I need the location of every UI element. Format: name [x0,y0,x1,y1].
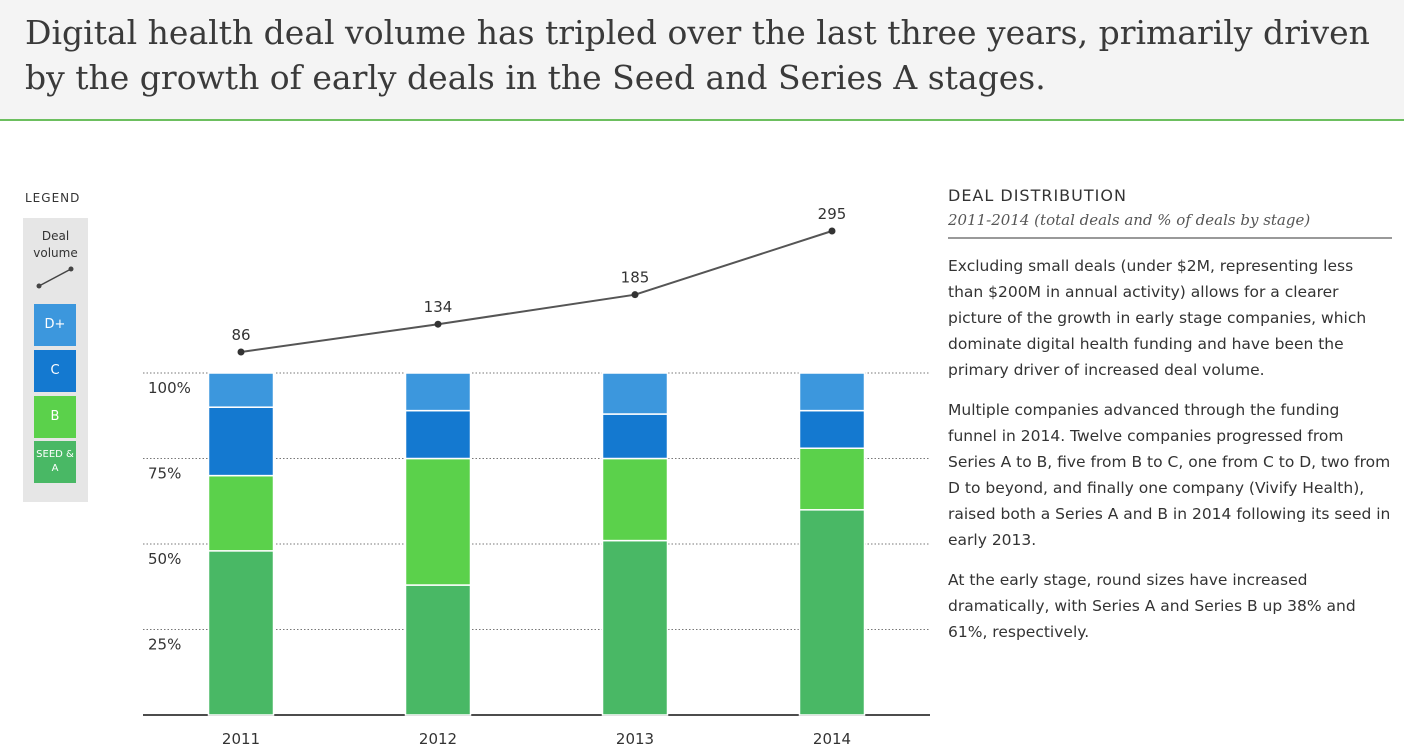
legend-swatch: B [34,396,76,438]
bar-segment [798,409,866,449]
y-tick-label: 100% [148,379,191,397]
legend-dot [36,283,42,289]
y-tick-label: 75% [148,465,181,483]
x-tick-label: 2011 [222,730,260,748]
bar-segment [798,447,866,511]
bar-segment [601,413,669,460]
x-tick-label: 2013 [616,730,654,748]
deal-volume-point [828,227,836,235]
deal-volume-point [434,320,442,328]
legend-swatch: C [34,350,76,392]
bar-segment [404,584,472,716]
bar-segment [404,409,472,460]
deal-volume-label: 86 [231,326,250,344]
bar-segment [404,457,472,586]
deal-volume-label: 295 [818,205,847,223]
panel-paragraph: Excluding small deals (under $2M, repres… [948,257,1367,379]
bar-segment [207,474,275,552]
header: Digital health deal volume has tripled o… [0,0,1404,121]
deal-volume-point [237,348,245,356]
bar-segment [207,406,275,477]
deal-volume-line [240,230,833,353]
page-title: Digital health deal volume has tripled o… [25,13,1370,97]
legend-line-icon [36,266,74,289]
legend-title: LEGEND [25,191,81,205]
bar-segment [207,372,275,408]
text-panel: DEAL DISTRIBUTION 2011-2014 (total deals… [948,186,1392,645]
panel-paragraph: Multiple companies advanced through the … [948,401,1391,549]
bar-segment [601,457,669,542]
legend-line [38,268,72,287]
panel-paragraph: At the early stage, round sizes have inc… [948,571,1356,641]
legend-dot [68,266,74,272]
bar-segment [207,550,275,716]
x-tick-label: 2014 [813,730,851,748]
legend-line-label: Deal volume [33,229,78,260]
legend-swatch: D+ [34,304,76,346]
bar-segment [798,509,866,716]
bar-segment [601,539,669,716]
bar-segment [601,372,669,415]
deal-volume-label: 185 [621,269,650,287]
legend: Deal volume D+ C B SEED & A [23,218,88,502]
panel-body: Excluding small deals (under $2M, repres… [948,253,1392,645]
y-tick-label: 25% [148,636,181,654]
y-tick-label: 50% [148,550,181,568]
deal-volume-point [631,291,639,299]
deal-volume-label: 134 [424,298,453,316]
legend-swatch: SEED & A [34,441,76,483]
bar-segment [798,372,866,412]
bar-segment [404,372,472,412]
panel-subheading: 2011-2014 (total deals and % of deals by… [948,211,1392,239]
x-tick-label: 2012 [419,730,457,748]
panel-heading: DEAL DISTRIBUTION [948,186,1127,205]
